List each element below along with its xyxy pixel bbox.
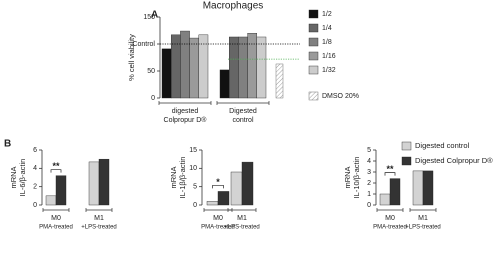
y-tick-label: 15 [189, 147, 197, 154]
legend-swatch [308, 65, 319, 75]
legend-swatch [401, 141, 412, 151]
y-tick-label: 4 [367, 158, 371, 165]
x-category-label: M1 [237, 215, 247, 222]
y-axis-label: IL-6/β-actin [18, 159, 27, 197]
bar [45, 195, 57, 206]
legend-swatch [308, 9, 319, 19]
y-tick-label: 10 [189, 165, 197, 172]
x-category-label: control [232, 117, 253, 124]
x-category-label: Colpropur D® [164, 116, 208, 124]
y-tick-label: Control [132, 41, 155, 48]
legend-label: 1/2 [322, 11, 332, 18]
significance-label: * [216, 177, 220, 187]
legend-swatch [308, 23, 319, 33]
y-tick-label: 0 [151, 95, 155, 102]
x-category-label: M1 [94, 215, 104, 222]
y-tick-label: 6 [33, 147, 37, 154]
bar [379, 193, 391, 206]
bar [228, 36, 239, 99]
bar [238, 36, 248, 99]
y-axis-label: IL-1β/β-actin [178, 157, 187, 199]
bar [217, 191, 230, 206]
bar [98, 158, 110, 206]
y-axis-label: mRNA [169, 166, 178, 188]
y-tick-label: 4 [33, 165, 37, 172]
chart-title: Macrophages [203, 1, 264, 12]
x-category-label: M0 [213, 215, 223, 222]
significance-label: ** [386, 164, 394, 174]
bar [161, 48, 172, 99]
legend-label: 1/16 [322, 53, 336, 60]
x-category-label: PMA-treated [373, 225, 407, 231]
y-tick-label: 0 [367, 202, 371, 209]
bar [180, 30, 190, 99]
significance-bracket [212, 185, 224, 189]
x-category-label: PMA-treated [39, 225, 73, 231]
bar [206, 201, 219, 206]
y-tick-label: 2 [367, 180, 371, 187]
bar [389, 178, 401, 206]
y-tick-label: 1 [367, 191, 371, 198]
y-tick-label: 50 [147, 68, 155, 75]
legend-label: DMSO 20% [322, 93, 359, 100]
panel-label: B [4, 139, 11, 150]
significance-bracket [384, 172, 396, 176]
bar [198, 34, 209, 99]
y-axis-label: % cell viability [127, 34, 136, 81]
x-category-label: Digested [229, 108, 257, 115]
x-category-label: M0 [51, 215, 61, 222]
x-category-label: digested [172, 108, 199, 115]
x-category-label: M0 [385, 215, 395, 222]
bar [88, 161, 100, 206]
y-tick-label: 5 [367, 147, 371, 154]
control-bar-hatch [276, 63, 283, 98]
legend-swatch [308, 91, 319, 101]
legend-label: Digested Colpropur D® [415, 156, 493, 165]
y-tick-label: 150 [143, 14, 155, 21]
y-axis-label: mRNA [343, 166, 352, 188]
legend-label: Digested control [415, 141, 470, 150]
x-category-label: +LPS-treated [224, 225, 260, 231]
x-category-label: +LPS-treated [405, 225, 441, 231]
significance-label: ** [52, 161, 60, 171]
legend-swatch [308, 51, 319, 61]
bar [55, 175, 67, 206]
bar [412, 170, 424, 206]
y-tick-label: 0 [193, 202, 197, 209]
panel-label: A [151, 10, 158, 21]
y-axis-label: IL-10/β-actin [352, 157, 361, 199]
bar [247, 33, 258, 99]
bar [219, 69, 230, 99]
bar [422, 170, 434, 206]
legend-swatch [401, 156, 412, 166]
y-tick-label: 0 [33, 202, 37, 209]
bar [256, 36, 267, 99]
legend-swatch [308, 37, 319, 47]
bar [189, 37, 200, 99]
legend-label: 1/32 [322, 67, 336, 74]
y-tick-label: 5 [193, 184, 197, 191]
significance-bracket [50, 169, 62, 173]
x-category-label: +LPS-treated [81, 225, 117, 231]
legend-label: 1/8 [322, 39, 332, 46]
y-axis-label: mRNA [9, 166, 18, 188]
x-category-label: PMA-treated [201, 225, 235, 231]
bar [230, 171, 243, 206]
y-tick-label: 2 [33, 184, 37, 191]
x-category-label: M1 [418, 215, 428, 222]
bar [241, 161, 254, 206]
y-tick-label: 3 [367, 169, 371, 176]
legend-label: 1/4 [322, 25, 332, 32]
